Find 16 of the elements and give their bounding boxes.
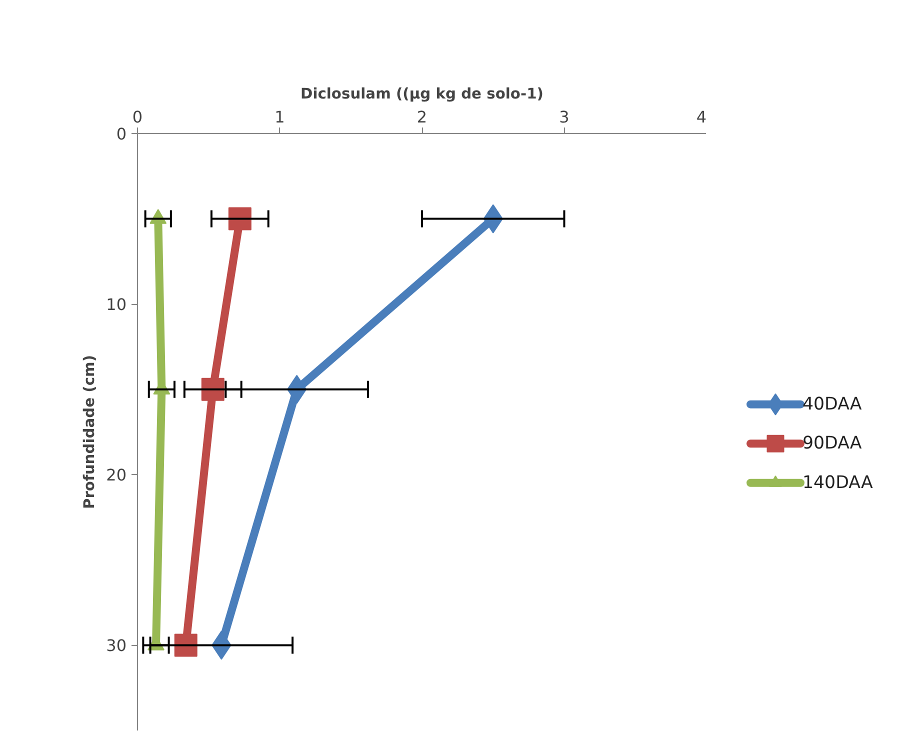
x-tick-label: 3: [559, 108, 570, 126]
y-tick-label: 10: [106, 295, 126, 314]
legend-label: 90DAA: [802, 434, 862, 454]
y-tick-label: 0: [116, 124, 127, 144]
legend-label: 40DAA: [802, 394, 862, 414]
y-tick-label: 20: [106, 466, 126, 485]
x-tick-label: 1: [274, 108, 285, 126]
x-axis-title: Diclosulam ((µg kg de solo-1): [300, 86, 544, 102]
point: [228, 207, 252, 230]
y-axis-title: Profundidade (cm): [81, 354, 98, 510]
y-tick-label: 30: [106, 636, 126, 656]
x-tick-label: 2: [416, 108, 428, 126]
x-tick-label: 0: [132, 108, 143, 126]
point: [174, 634, 198, 657]
legend-label: 140DAA: [802, 472, 873, 493]
x-tick-label: 4: [696, 108, 707, 126]
